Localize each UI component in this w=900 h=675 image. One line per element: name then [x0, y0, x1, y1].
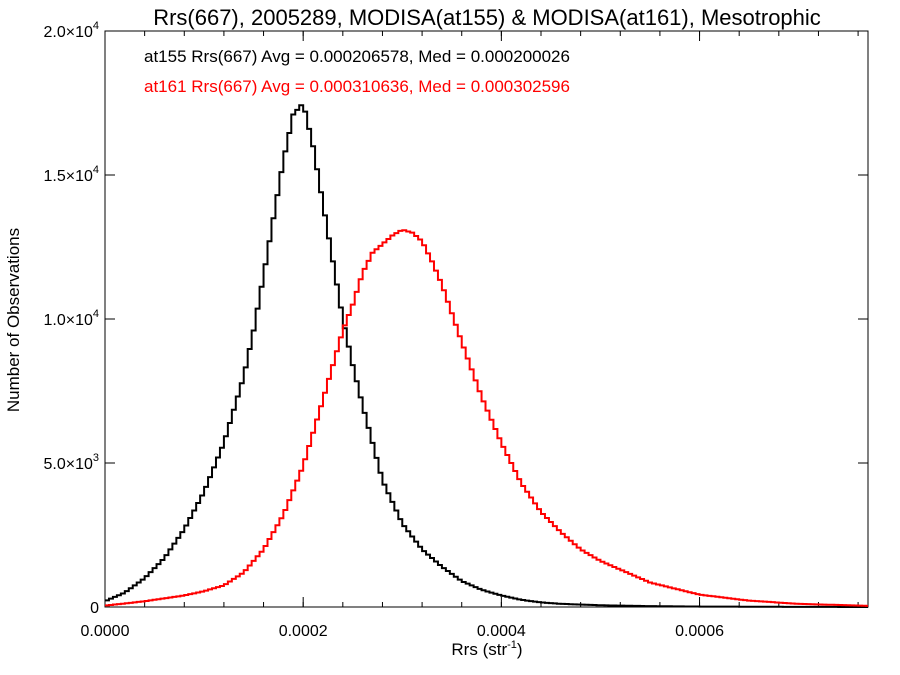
x-tick-label: 0.0002 — [279, 623, 328, 640]
x-axis-label-sup: -1 — [507, 639, 517, 651]
y-axis-label: Number of Observations — [4, 228, 23, 412]
y-tick-label: 1.5×104 — [43, 164, 99, 185]
series-1-line — [105, 229, 868, 607]
y-tick-label: 0 — [90, 600, 99, 617]
y-tick-label: 1.0×104 — [43, 308, 99, 329]
y-tick-label: 5.0×103 — [43, 452, 99, 473]
x-tick-label: 0.0006 — [675, 623, 724, 640]
x-tick-label: 0.0004 — [477, 623, 526, 640]
x-axis-label-main: Rrs (str — [451, 640, 507, 659]
annotation-at161: at161 Rrs(667) Avg = 0.000310636, Med = … — [144, 77, 570, 96]
y-axis: 0 5.0×103 1.0×104 1.5×104 2.0×104 — [43, 20, 868, 617]
x-tick-label: 0.0000 — [81, 623, 130, 640]
annotation-at155: at155 Rrs(667) Avg = 0.000206578, Med = … — [144, 47, 570, 66]
x-axis-label: Rrs (str-1) — [451, 639, 522, 659]
plot-frame — [104, 30, 869, 608]
series-layer — [105, 104, 868, 608]
x-axis: 0.0000 0.0002 0.0004 0.0006 — [81, 31, 859, 640]
y-tick-label: 2.0×104 — [43, 20, 99, 41]
x-axis-label-close: ) — [517, 640, 523, 659]
series-0-line — [105, 104, 868, 608]
chart-title: Rrs(667), 2005289, MODISA(at155) & MODIS… — [153, 5, 821, 30]
